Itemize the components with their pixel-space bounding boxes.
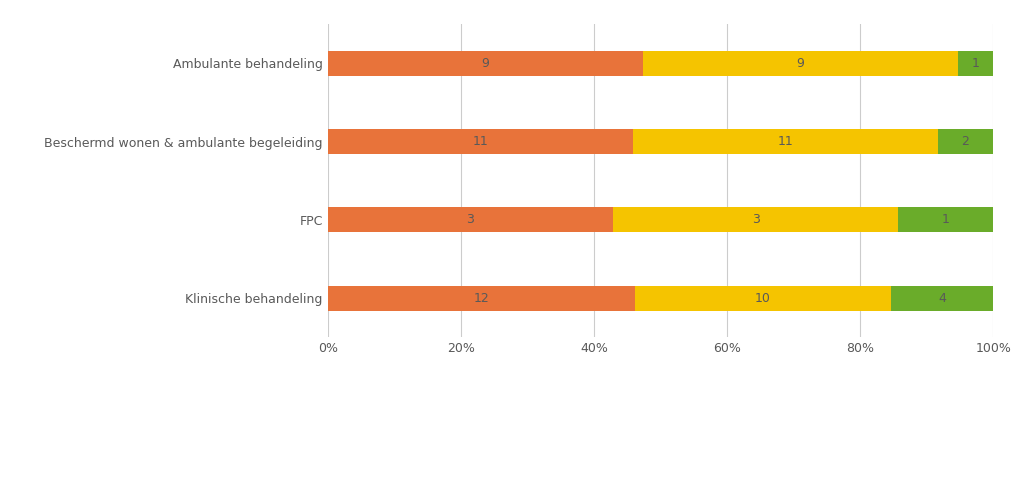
Text: 12: 12 <box>473 292 489 305</box>
Bar <box>958 51 993 76</box>
Text: 4: 4 <box>938 292 946 305</box>
Bar <box>328 286 635 311</box>
Text: 1: 1 <box>972 57 980 70</box>
Bar <box>328 129 633 154</box>
Text: 2: 2 <box>962 135 970 148</box>
Text: 3: 3 <box>752 214 760 227</box>
Bar <box>635 286 891 311</box>
Text: 1: 1 <box>942 214 949 227</box>
Bar <box>613 207 898 232</box>
Bar <box>633 129 938 154</box>
Text: 11: 11 <box>777 135 794 148</box>
Text: 10: 10 <box>755 292 771 305</box>
Text: 9: 9 <box>797 57 805 70</box>
Bar <box>328 207 613 232</box>
Text: 11: 11 <box>472 135 488 148</box>
Bar <box>643 51 958 76</box>
Bar <box>328 51 643 76</box>
Bar <box>938 129 993 154</box>
Bar <box>891 286 993 311</box>
Text: 9: 9 <box>481 57 489 70</box>
Text: 3: 3 <box>466 214 474 227</box>
Bar <box>898 207 993 232</box>
